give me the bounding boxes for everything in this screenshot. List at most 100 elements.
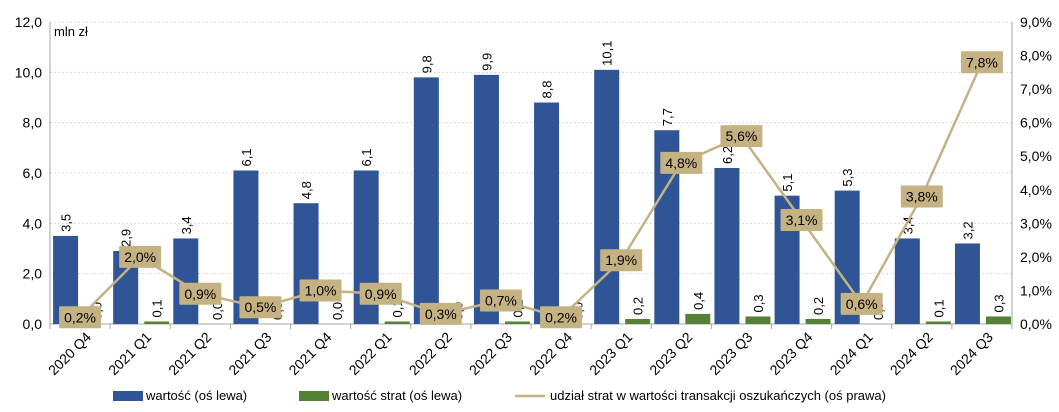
bar-value <box>954 243 980 324</box>
share-label-box <box>780 208 823 231</box>
share-label-box <box>119 245 162 268</box>
bar-value-label: 3,5 <box>59 214 74 232</box>
bar-value <box>534 102 560 325</box>
bar-loss-label: 0,2 <box>811 297 826 315</box>
share-label: 5,6% <box>725 128 757 144</box>
bar-loss <box>625 318 651 324</box>
bar-value-label: 7,7 <box>660 108 675 126</box>
bar-value-label: 6,1 <box>239 148 254 166</box>
bar-value <box>894 238 920 324</box>
bar-loss <box>384 321 410 324</box>
bar-loss-label: 0,0 <box>210 302 225 320</box>
share-label: 7,8% <box>966 54 998 70</box>
share-label-box <box>660 151 703 174</box>
bar-loss <box>985 316 1011 324</box>
bar-value-label: 6,2 <box>720 146 735 164</box>
right-axis-tick-label: 1,0% <box>1020 282 1052 298</box>
bar-value-label: 2,9 <box>119 229 134 247</box>
bar-value <box>173 238 199 324</box>
unit-label: mln zł <box>54 24 88 39</box>
category-label: 2023 Q1 <box>586 329 635 378</box>
share-line <box>79 61 984 319</box>
share-label-box <box>960 51 1003 74</box>
bar-loss <box>805 318 831 324</box>
category-label: 2024 Q1 <box>827 329 876 378</box>
share-label: 0,3% <box>425 306 457 322</box>
legend-label-share: udział strat w wartości transakcji oszuk… <box>550 388 886 403</box>
right-axis-tick-label: 7,0% <box>1020 81 1052 97</box>
bar-loss-label: 0,0 <box>330 302 345 320</box>
share-label: 0,9% <box>184 286 216 302</box>
share-label-box <box>900 185 943 208</box>
category-label: 2022 Q2 <box>406 329 455 378</box>
share-label-box <box>840 292 883 315</box>
share-label: 0,6% <box>846 296 878 312</box>
share-label: 1,9% <box>605 252 637 268</box>
share-label: 1,0% <box>305 282 337 298</box>
bar-value-label: 6,1 <box>359 148 374 166</box>
bar-value <box>413 77 439 324</box>
left-axis-tick-label: 10,0 <box>15 64 42 80</box>
bar-loss-label: 0,4 <box>691 292 706 310</box>
bar-value <box>714 167 740 324</box>
category-label: 2023 Q4 <box>766 329 815 378</box>
share-label-box <box>600 249 643 272</box>
left-axis-tick-label: 12,0 <box>15 14 42 30</box>
share-label: 2,0% <box>124 249 156 265</box>
category-label: 2021 Q4 <box>285 329 334 378</box>
right-axis-tick-label: 2,0% <box>1020 249 1052 265</box>
right-axis-tick-label: 8,0% <box>1020 48 1052 64</box>
share-label: 0,9% <box>365 286 397 302</box>
share-label: 4,8% <box>665 155 697 171</box>
bar-value-label: 5,1 <box>780 174 795 192</box>
bar-loss <box>685 313 711 324</box>
share-label-box <box>540 306 583 329</box>
left-axis-tick-label: 2,0 <box>23 266 43 282</box>
right-axis-tick-label: 3,0% <box>1020 215 1052 231</box>
category-label: 2022 Q1 <box>346 329 395 378</box>
category-label: 2024 Q3 <box>947 329 996 378</box>
category-label: 2022 Q4 <box>526 329 575 378</box>
legend-swatch-value <box>113 391 143 401</box>
right-axis-tick-label: 0,0% <box>1020 316 1052 332</box>
bar-loss-label: 0,3 <box>991 294 1006 312</box>
left-axis-tick-label: 4,0 <box>23 215 43 231</box>
share-label-box <box>419 302 462 325</box>
bar-loss-label: 0,1 <box>150 299 165 317</box>
bar-value-label: 8,8 <box>540 80 555 98</box>
legend-label-value: wartość (oś lewa) <box>145 388 247 403</box>
left-axis-tick-label: 0,0 <box>23 316 43 332</box>
bar-value <box>594 69 620 324</box>
share-label: 3,1% <box>786 212 818 228</box>
bar-value <box>473 74 499 324</box>
share-label-box <box>239 296 282 319</box>
bar-value-label: 10,1 <box>600 41 615 66</box>
share-label-box <box>59 306 102 329</box>
bar-value-label: 9,9 <box>479 53 494 71</box>
legend-label-loss: wartość strat (oś lewa) <box>331 388 462 403</box>
right-axis-tick-label: 9,0% <box>1020 14 1052 30</box>
bar-value-label: 3,2 <box>960 221 975 239</box>
right-axis-tick-label: 4,0% <box>1020 182 1052 198</box>
bar-value <box>293 203 319 324</box>
bar-loss-label: 0,3 <box>751 294 766 312</box>
share-label: 3,8% <box>906 188 938 204</box>
bar-loss <box>925 321 951 324</box>
bar-value-label: 4,8 <box>299 181 314 199</box>
right-axis-tick-label: 5,0% <box>1020 148 1052 164</box>
category-label: 2022 Q3 <box>466 329 515 378</box>
share-label: 0,7% <box>485 293 517 309</box>
share-label: 0,2% <box>64 309 96 325</box>
share-label: 0,5% <box>244 299 276 315</box>
share-label-box <box>479 289 522 312</box>
legend-swatch-loss <box>299 391 329 401</box>
category-label: 2024 Q2 <box>887 329 936 378</box>
category-label: 2020 Q4 <box>45 329 94 378</box>
category-label: 2023 Q3 <box>706 329 755 378</box>
share-label-box <box>299 279 342 302</box>
bar-value-label: 9,8 <box>419 55 434 73</box>
bar-loss <box>144 321 170 324</box>
bar-loss <box>745 316 771 324</box>
